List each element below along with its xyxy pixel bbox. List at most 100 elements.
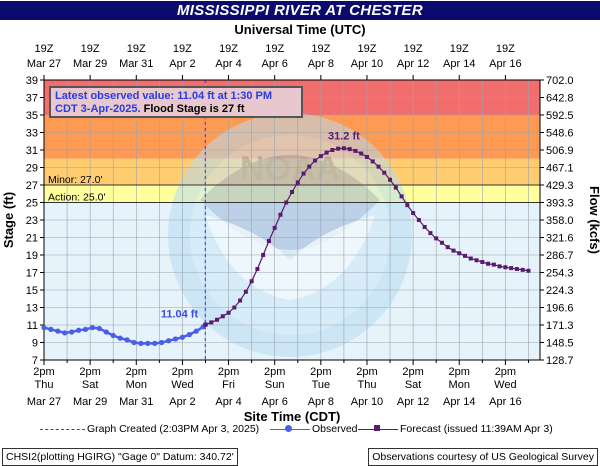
forecast-point: [370, 159, 375, 164]
y-tick-label: 21: [26, 233, 38, 245]
observed-point: [82, 326, 89, 332]
observed-point: [69, 329, 75, 335]
top-tick-date: Apr 16: [489, 58, 521, 70]
x-tick-date: Apr 12: [397, 396, 429, 408]
x-tick-day: Mon: [449, 379, 470, 391]
forecast-point: [457, 251, 462, 256]
x-tick-day: Sat: [82, 379, 99, 391]
created-line-swatch: [40, 429, 85, 430]
observed-point: [131, 339, 137, 346]
forecast-point: [232, 305, 237, 310]
title-bar: MISSISSIPPI RIVER AT CHESTER: [0, 0, 600, 21]
forecast-point: [307, 164, 312, 169]
top-axis-title: Universal Time (UTC): [234, 22, 365, 37]
observed-marker-icon: [285, 425, 292, 432]
y2-tick-label: 128.7: [546, 355, 574, 367]
y-tick-label: 31: [26, 145, 38, 157]
forecast-point: [399, 194, 404, 199]
forecast-point: [226, 310, 231, 315]
observed-point: [62, 330, 68, 336]
legend-observed: Observed: [312, 423, 358, 435]
forecast-marker-icon: [374, 425, 380, 431]
forecast-point: [238, 298, 243, 303]
footer-left-text: CHSI2(plotting HGIRG) "Gage 0" Datum: 34…: [6, 451, 234, 463]
x-tick-date: Mar 29: [73, 396, 107, 408]
forecast-crest-label: 31.2 ft: [328, 130, 360, 142]
y-tick-label: 11: [27, 320, 38, 332]
forecast-point: [463, 253, 468, 258]
observed-point: [152, 340, 158, 346]
y-right-title: Flow (kcfs): [587, 186, 600, 254]
y2-tick-label: 393.3: [546, 198, 574, 210]
y-tick-label: 23: [26, 215, 38, 227]
y2-tick-label: 358.0: [546, 215, 574, 227]
x-tick-day: Wed: [494, 379, 516, 391]
observed-point: [172, 336, 179, 342]
forecast-point: [416, 218, 421, 222]
forecast-point: [451, 248, 456, 253]
info-line-2a: CDT 3-Apr-2025.: [55, 103, 141, 115]
footer-right: Observations courtesy of US Geological S…: [368, 448, 598, 466]
forecast-point: [318, 154, 323, 159]
top-tick-date: Apr 6: [262, 58, 288, 70]
forecast-point: [382, 170, 387, 175]
y2-tick-label: 286.7: [546, 250, 574, 262]
x-tick-date: Mar 31: [119, 396, 153, 408]
y2-tick-label: 506.9: [546, 145, 574, 157]
forecast-point: [474, 258, 479, 263]
forecast-point: [486, 261, 491, 266]
observed-point: [138, 340, 144, 346]
y-tick-label: 13: [26, 303, 38, 315]
observed-point: [41, 325, 47, 331]
top-tick-time: 19Z: [173, 43, 192, 55]
top-tick-date: Mar 31: [119, 58, 153, 70]
top-tick-date: Apr 14: [443, 58, 475, 70]
x-tick-day: Fri: [222, 379, 235, 391]
observed-point: [96, 325, 102, 332]
y-tick-label: 33: [26, 128, 38, 140]
y-tick-label: 19: [26, 250, 38, 262]
forecast-point: [376, 164, 381, 169]
x-tick-time: 2pm: [449, 366, 470, 378]
x-tick-date: Apr 10: [351, 396, 383, 408]
forecast-point: [405, 203, 410, 208]
y-tick-label: 29: [26, 163, 38, 175]
forecast-point: [388, 177, 393, 182]
legend-created: Graph Created (2:03PM Apr 3, 2025): [87, 423, 260, 435]
y2-tick-label: 224.3: [546, 285, 574, 297]
x-tick-time: 2pm: [172, 366, 193, 378]
x-tick-day: Mon: [126, 379, 147, 391]
bottom-axis-title: Site Time (CDT): [244, 409, 341, 424]
x-tick-date: Apr 16: [489, 396, 521, 408]
forecast-point: [422, 225, 427, 229]
x-tick-date: Mar 27: [27, 396, 61, 408]
forecast-point: [445, 245, 450, 250]
forecast-point: [468, 256, 473, 261]
observed-point: [124, 337, 130, 343]
forecast-point: [353, 148, 358, 153]
footer-left: CHSI2(plotting HGIRG) "Gage 0" Datum: 34…: [2, 448, 238, 466]
forecast-point: [480, 260, 485, 264]
forecast-point: [520, 267, 525, 272]
x-tick-time: 2pm: [79, 366, 100, 378]
chart-title: MISSISSIPPI RIVER AT CHESTER: [0, 1, 600, 20]
forecast-point: [261, 253, 266, 257]
y-tick-label: 37: [26, 93, 38, 105]
y-left-title: Stage (ft): [1, 192, 16, 248]
y-tick-label: 39: [26, 75, 38, 87]
y2-tick-label: 171.3: [546, 320, 574, 332]
forecast-point: [330, 148, 335, 152]
forecast-point: [278, 212, 283, 217]
forecast-point: [220, 314, 225, 319]
x-tick-day: Tue: [312, 379, 331, 391]
top-tick-time: 19Z: [265, 43, 284, 55]
forecast-point: [336, 146, 341, 151]
observed-point: [89, 325, 96, 331]
x-tick-date: Apr 6: [262, 396, 288, 408]
info-box: Latest observed value: 11.04 ft at 1:30 …: [49, 86, 303, 118]
top-tick-time: 19Z: [219, 43, 238, 55]
x-tick-time: 2pm: [218, 366, 239, 378]
x-tick-date: Apr 4: [215, 396, 241, 408]
